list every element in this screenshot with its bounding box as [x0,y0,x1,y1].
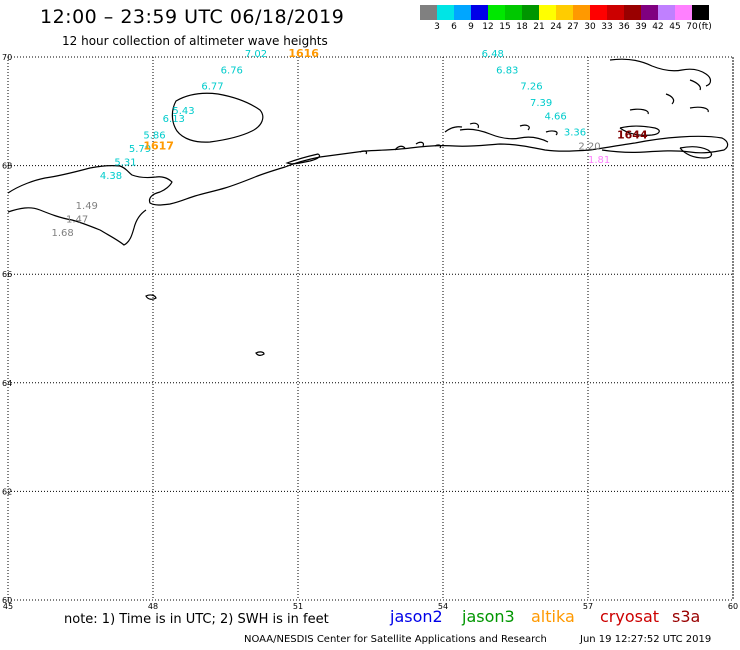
lon-label: 57 [583,602,593,611]
time-labels: 1616 1617 1644 [143,47,648,152]
swh-value: 1.47 [66,215,88,226]
scale-swatch [539,5,556,20]
scale-label: 6 [451,22,457,32]
mission-cryosat: cryosat [600,607,660,626]
scale-swatch [590,5,607,20]
scale-swatch [573,5,590,20]
swh-value: 7.39 [530,98,552,109]
swh-value: 5.43 [172,106,194,117]
swh-value: 7.26 [520,82,542,93]
scale-swatch [488,5,505,20]
timestamp: Jun 19 12:27:52 UTC 2019 [580,634,712,645]
coast-far-east [679,146,713,159]
swh-value: 6.13 [163,114,185,125]
pass-time: 1644 [617,128,648,141]
swh-value: 1.49 [76,201,98,212]
lon-label: 45 [3,602,13,611]
swh-value: 6.83 [496,65,518,76]
coast-novaya-zemlya-east [609,58,712,115]
swh-value: 6.77 [201,82,223,93]
swh-value: 7.02 [245,49,267,60]
swh-value: 4.38 [100,171,122,182]
coastline [7,58,729,356]
scale-swatch [420,5,437,20]
swh-value: 6.48 [482,49,504,60]
lon-label: 51 [293,602,303,611]
swh-value: 5.79 [129,144,151,155]
scale-label: 36 [618,22,630,32]
scale-label: 30 [584,22,596,32]
scale-swatch [692,5,709,20]
mission-jason2: jason2 [390,607,443,626]
lon-label: 60 [728,602,738,611]
swh-value: 4.66 [545,111,567,122]
scale-label: 33 [601,22,613,32]
coast-vaygach [459,128,549,143]
pass-time: 1616 [288,47,319,60]
island-kolguev [171,92,264,143]
scale-label: 70 [686,22,698,32]
map-frame [7,56,734,601]
islet-kolguev-south [145,294,157,300]
lat-label: 64 [2,379,12,388]
scale-labels: 3 6 9 12 15 18 21 24 27 30 33 36 39 42 45 70 (ft) [420,20,740,34]
scale-label: 24 [550,22,562,32]
scale-label: 39 [635,22,647,32]
swh-value: 1.68 [52,228,74,239]
coast-islets-pechora [359,141,442,155]
scale-swatch [471,5,488,20]
coast-kara-gate-islands [444,122,660,136]
pass-time: 1617 [143,139,174,152]
lon-label: 54 [438,602,448,611]
map-title: 12:00 – 23:59 UTC 06/18/2019 [40,6,345,28]
swh-value: 1.81 [588,155,610,166]
scale-label: 42 [652,22,664,32]
lat-label: 60 [2,596,12,605]
island-dolgiy [285,153,321,165]
mission-altika: altika [531,607,575,626]
scale-label: 12 [482,22,494,32]
credit: NOAA/NESDIS Center for Satellite Applica… [244,634,547,645]
lat-label: 68 [2,162,12,171]
map-note: note: 1) Time is in UTC; 2) SWH is in fe… [64,612,329,627]
scale-label: 21 [533,22,545,32]
scale-label: (ft) [698,22,712,32]
lat-label: 66 [2,270,12,279]
swh-value: 6.76 [221,65,243,76]
scale-swatch [437,5,454,20]
mission-jason3: jason3 [462,607,515,626]
swh-value: 5.86 [143,130,165,141]
swh-labels: 7.026.76 6.77 5.436.13 5.86 5.79 5.31 4.38 1.49… [52,49,611,239]
lat-label: 62 [2,487,12,496]
scale-swatch [624,5,641,20]
scale-swatch [607,5,624,20]
coastline-west [7,135,729,206]
lon-label: 48 [148,602,158,611]
scale-label: 45 [669,22,681,32]
scale-swatch [505,5,522,20]
lat-label: 70 [2,53,12,62]
islet-mezen [255,351,265,356]
scale-label: 9 [468,22,474,32]
scale-swatch [675,5,692,20]
scale-label: 18 [516,22,528,32]
swh-color-scale: 3 6 9 12 15 18 21 24 27 30 33 36 39 42 45 70 (ft) [420,5,740,34]
swh-value: 2.20 [578,141,600,152]
coastline-kanin [7,207,147,246]
scale-swatch [556,5,573,20]
swh-value: 5.31 [114,158,136,169]
scale-swatch [658,5,675,20]
scale-swatch [522,5,539,20]
scale-label: 15 [499,22,511,32]
scale-swatch [454,5,471,20]
scale-label: 27 [567,22,579,32]
scale-swatch [641,5,658,20]
scale-swatches [420,5,740,20]
scale-label: 3 [434,22,440,32]
mission-s3a: s3a [672,607,701,626]
swh-value: 3.36 [564,128,586,139]
map-subtitle: 12 hour collection of altimeter wave hei… [62,34,328,48]
